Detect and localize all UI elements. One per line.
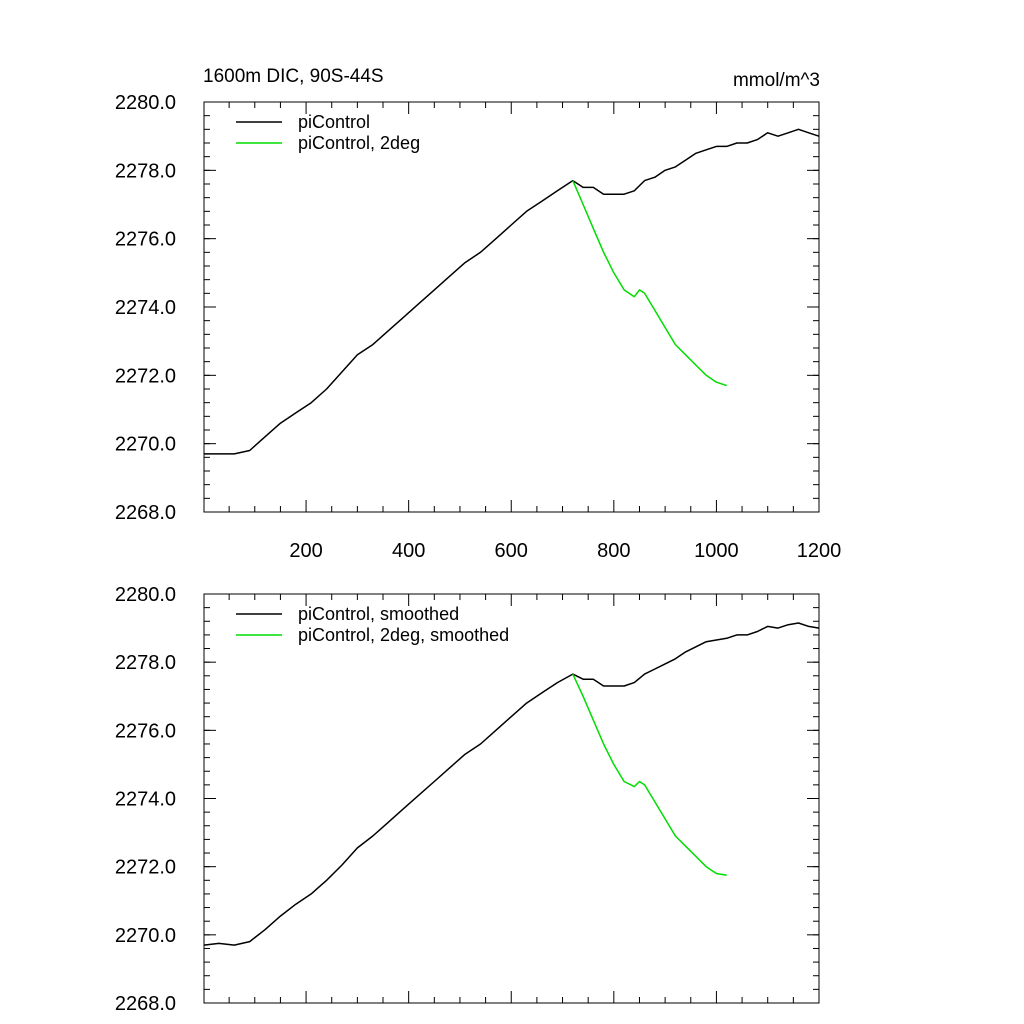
- y-tick-label: 2278.0: [115, 160, 176, 182]
- y-tick-label: 2280.0: [115, 584, 176, 606]
- y-tick-label: 2270.0: [115, 434, 176, 456]
- y-tick-label: 2272.0: [115, 857, 176, 879]
- y-tick-label: 2272.0: [115, 365, 176, 387]
- y-tick-label: 2270.0: [115, 925, 176, 947]
- plot-frame: [203, 101, 820, 513]
- x-tick-label: 400: [392, 540, 425, 562]
- y-tick-label: 2268.0: [115, 993, 176, 1015]
- x-tick-label: 200: [289, 540, 322, 562]
- x-tick-label: 1000: [694, 540, 739, 562]
- y-tick-label: 2276.0: [115, 720, 176, 742]
- x-tick-label: 600: [495, 540, 528, 562]
- bottom-panel: 2268.0 2270.0 2272.0 2274.0 2276.0 2278.0 2280…: [115, 584, 820, 1015]
- legend-label: piControl, 2deg: [298, 133, 420, 153]
- y-tick-label: 2274.0: [115, 297, 176, 319]
- top-panel: 1600m DIC, 90S-44S mmol/m^3 2268.0 2270.0…: [115, 66, 841, 562]
- units-label: mmol/m^3: [733, 70, 820, 91]
- legend-label: piControl: [298, 112, 370, 132]
- x-tick-label: 800: [597, 540, 630, 562]
- legend-label: piControl, 2deg, smoothed: [298, 625, 509, 645]
- x-tick-label: 1200: [797, 540, 842, 562]
- y-tick-label: 2278.0: [115, 652, 176, 674]
- plot-frame: [203, 593, 820, 1004]
- y-tick-label: 2268.0: [115, 502, 176, 524]
- y-tick-label: 2276.0: [115, 229, 176, 251]
- y-tick-label: 2280.0: [115, 92, 176, 114]
- series-line-1: [572, 673, 727, 876]
- chart-title: 1600m DIC, 90S-44S: [203, 66, 384, 87]
- series-line-1: [572, 180, 727, 387]
- legend-label: piControl, smoothed: [298, 604, 459, 624]
- y-tick-label: 2274.0: [115, 789, 176, 811]
- series-line-0: [203, 622, 820, 946]
- series-line-0: [204, 128, 820, 455]
